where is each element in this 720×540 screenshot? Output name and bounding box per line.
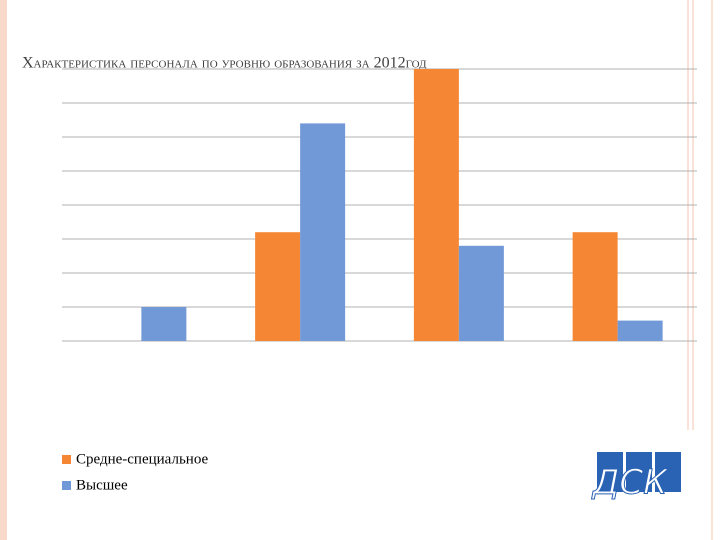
logo-text: ДСК xyxy=(591,463,669,503)
legend-label: Высшее xyxy=(76,477,128,493)
bar xyxy=(141,307,187,341)
legend-swatch xyxy=(62,455,71,464)
logo-block xyxy=(655,452,681,492)
logo-block xyxy=(597,452,623,492)
bar xyxy=(572,232,618,341)
bar xyxy=(458,245,504,341)
chart-title: Характеристика персонала по уровню образ… xyxy=(22,55,427,72)
bar xyxy=(255,232,301,341)
bar xyxy=(413,69,459,341)
left-border xyxy=(0,0,7,540)
legend-swatch xyxy=(62,481,71,490)
legend-label: Средне-специальное xyxy=(76,451,209,467)
bar xyxy=(300,123,346,342)
logo: ДСК xyxy=(590,452,681,503)
bar xyxy=(617,320,663,341)
logo-block xyxy=(626,452,652,492)
